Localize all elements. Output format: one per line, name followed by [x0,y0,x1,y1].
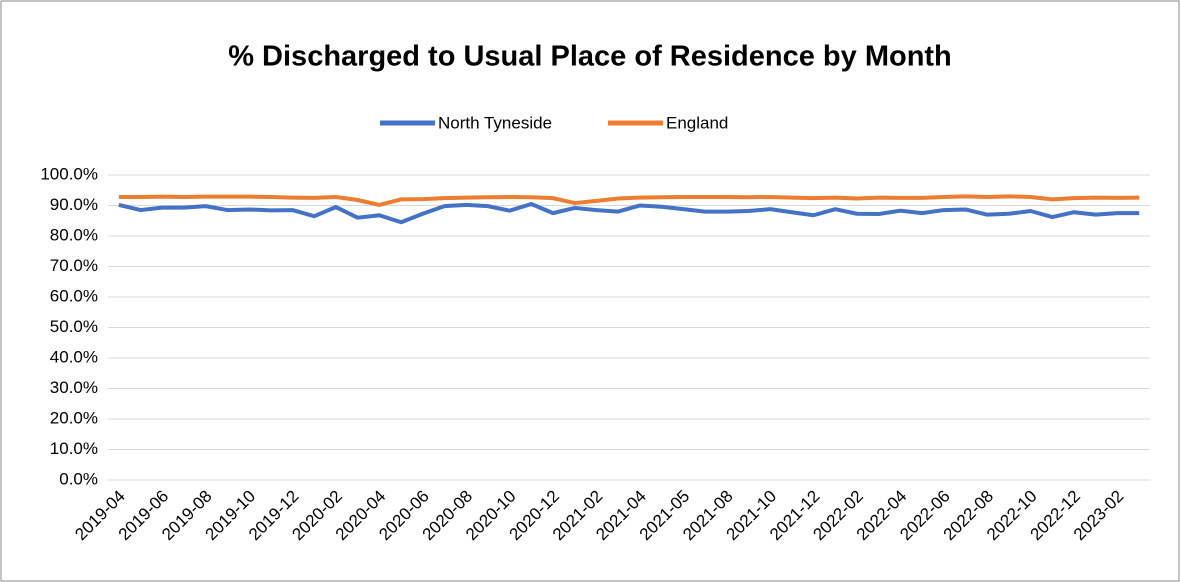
y-tick-label: 70.0% [50,256,98,275]
series-line [118,201,1140,225]
series-line [118,194,1140,207]
y-tick-label: 20.0% [50,408,98,427]
chart-title: % Discharged to Usual Place of Residence… [228,41,952,73]
y-tick-label: 90.0% [50,195,98,214]
y-tick-label: 40.0% [50,347,98,366]
y-tick-label: 100.0% [40,164,98,183]
y-tick-label: 0.0% [59,469,98,488]
y-tick-label: 50.0% [50,317,98,336]
y-tick-label: 30.0% [50,378,98,397]
y-tick-label: 60.0% [50,286,98,305]
y-tick-label: 80.0% [50,225,98,244]
legend-label: North Tyneside [438,113,552,132]
y-tick-label: 10.0% [50,439,98,458]
legend-label: England [666,113,728,132]
